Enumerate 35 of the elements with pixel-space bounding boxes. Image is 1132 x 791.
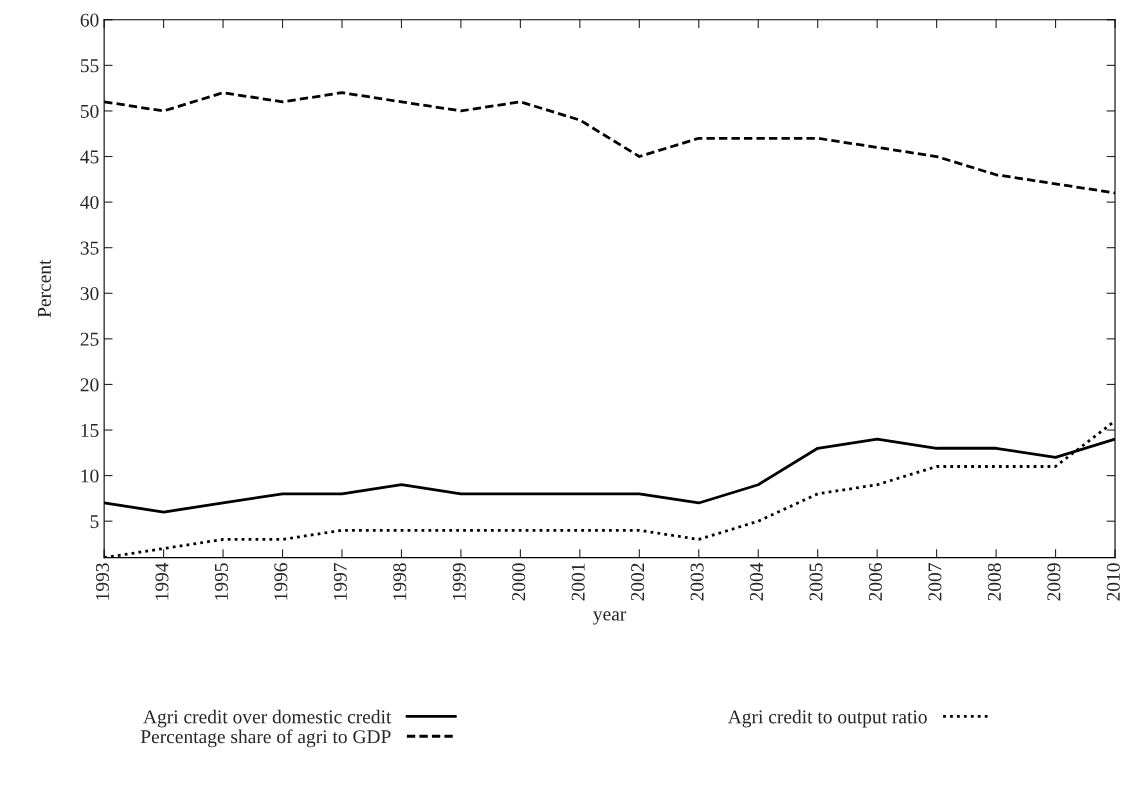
x-tick-label: 1998 xyxy=(393,563,407,600)
y-tick-label: 15 xyxy=(81,423,99,437)
x-tick-label: 2007 xyxy=(928,563,942,601)
y-tick-label: 5 xyxy=(90,515,99,529)
y-tick-label: 60 xyxy=(80,13,99,27)
x-tick-label: 1993 xyxy=(95,563,110,600)
y-tick-label: 55 xyxy=(80,59,99,73)
x-tick-label: 2005 xyxy=(809,563,823,601)
x-axis-title: year xyxy=(593,611,627,625)
x-tick-label: 1999 xyxy=(452,563,466,600)
y-axis-title: Percent xyxy=(37,259,51,318)
y-tick-label: 45 xyxy=(80,150,99,164)
x-tick-label: 1995 xyxy=(214,563,228,600)
y-tick-label: 40 xyxy=(80,195,99,210)
x-tick-label: 2008 xyxy=(987,563,1001,601)
legend-label: Agri credit to output ratio xyxy=(727,709,927,728)
x-tick-label: 2000 xyxy=(512,563,526,601)
x-tick-label: 1994 xyxy=(155,562,169,600)
x-tick-label: 2006 xyxy=(868,563,883,601)
x-tick-label: 2009 xyxy=(1047,563,1061,601)
x-tick-label: 2004 xyxy=(749,562,764,601)
y-tick-label: 20 xyxy=(80,378,99,392)
y-tick-label: 10 xyxy=(81,469,99,483)
legend-label: Agri credit over domestic credit xyxy=(143,709,392,728)
x-tick-label: 2002 xyxy=(631,563,645,601)
x-tick-label: 1996 xyxy=(274,563,288,600)
y-tick-label: 50 xyxy=(80,104,99,118)
x-tick-label: 2001 xyxy=(571,563,585,601)
y-tick-label: 35 xyxy=(80,241,99,255)
x-tick-label: 1997 xyxy=(333,563,347,600)
x-tick-label: 2003 xyxy=(690,563,704,601)
y-tick-label: 30 xyxy=(80,287,99,301)
y-tick-label: 25 xyxy=(80,332,99,346)
x-tick-label: 2010 xyxy=(1106,563,1120,601)
legend-label: Percentage share of agri to GDP xyxy=(140,729,391,748)
